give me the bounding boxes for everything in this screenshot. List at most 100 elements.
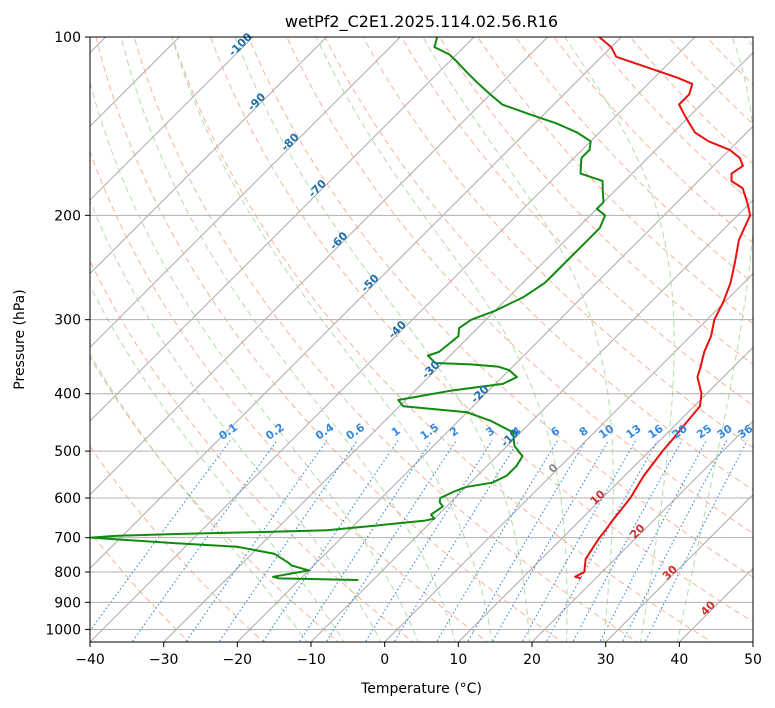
mixing-ratio-line (393, 440, 520, 642)
isotherm-line (310, 199, 753, 642)
plot-frame (89, 36, 754, 643)
x-tick-label: 20 (523, 652, 541, 668)
temperature-profile-line (574, 37, 752, 580)
dry-adiabat-line (90, 259, 414, 642)
isotherm-line (90, 37, 401, 348)
x-axis-title: Temperature (°C) (360, 681, 482, 697)
mixing-ratio-lines (90, 440, 748, 642)
isotherm-label: 30 (660, 562, 680, 582)
y-tick-label: 100 (54, 30, 81, 46)
x-tick-label: 50 (744, 652, 762, 668)
isotherm-line (90, 37, 696, 642)
isotherm-line (90, 37, 254, 201)
isotherm-label: -70 (306, 177, 329, 200)
mixing-ratio-label: 6 (549, 424, 563, 439)
isotherm-label: -90 (245, 90, 268, 113)
isotherm-line (90, 37, 549, 496)
isotherm-label: -40 (386, 318, 409, 341)
dewpoint-profile-line (90, 37, 607, 581)
x-tick-label: −40 (75, 652, 105, 668)
isotherm-line (90, 37, 180, 127)
isotherm-line (384, 273, 753, 642)
mixing-ratio-label: 1 (389, 424, 403, 439)
pressure-grid-lines (90, 37, 753, 630)
isotherm-label: -30 (419, 358, 442, 381)
isotherm-line (90, 37, 475, 422)
moist-adiabat-line (234, 37, 530, 642)
x-tick-label: 10 (449, 652, 467, 668)
y-axis: 100 200 300 400 500 600 700 800 900 1000 (45, 30, 90, 638)
mixing-ratio-label: 3 (483, 424, 497, 439)
y-tick-label: 900 (54, 595, 81, 611)
mixing-ratio-line (466, 440, 587, 642)
dry-adiabat-line (705, 37, 753, 86)
mixing-ratio-label: 25 (694, 422, 714, 441)
y-tick-label: 700 (54, 531, 81, 547)
moist-adiabat-line (564, 37, 675, 642)
isotherm-label: 40 (698, 598, 718, 618)
mixing-ratio-line (491, 440, 609, 642)
dry-adiabat-line (770, 24, 775, 645)
isotherm-label: 20 (628, 521, 648, 541)
x-tick-label: −10 (296, 652, 326, 668)
isotherm-lines (0, 10, 753, 676)
mixing-ratio-line (364, 440, 493, 642)
isotherm-line (605, 494, 753, 642)
isotherm-line (163, 52, 753, 642)
mixing-ratio-line (325, 440, 457, 642)
dry-adiabat-line (667, 37, 753, 125)
isotherm-line (236, 125, 753, 642)
y-axis-title: Pressure (hPa) (12, 289, 28, 389)
isotherm-label: 10 (588, 487, 608, 507)
mixing-ratio-line (185, 440, 328, 642)
dry-adiabat-line (515, 37, 753, 284)
y-tick-label: 500 (54, 444, 81, 460)
isotherm-line (457, 346, 753, 642)
dry-adiabat-line (476, 37, 753, 325)
x-axis: −40 −30 −20 −10 0 10 20 30 40 50 (75, 642, 762, 668)
isotherm-line (752, 641, 753, 642)
moist-adiabat-line (422, 37, 614, 642)
y-tick-label: 300 (54, 313, 81, 329)
mixing-ratio-line (644, 440, 748, 642)
mixing-ratio-line (435, 440, 558, 642)
dry-adiabat-line (90, 531, 190, 642)
x-tick-label: 0 (380, 652, 389, 668)
y-tick-label: 400 (54, 387, 81, 403)
mixing-ratio-line (131, 440, 278, 642)
isotherm-line (90, 37, 328, 275)
dry-adiabat-line (133, 37, 638, 642)
dry-adiabat-line (90, 356, 339, 642)
dry-adiabat-line (400, 37, 753, 407)
moist-adiabat-lines (90, 37, 753, 642)
mixing-ratio-label: 10 (596, 422, 616, 442)
mixing-ratio-label: 0.1 (217, 421, 240, 443)
dry-adiabat-line (438, 37, 753, 366)
x-tick-label: −30 (149, 652, 179, 668)
moist-adiabat-line (90, 80, 419, 642)
y-tick-label: 600 (54, 491, 81, 507)
isotherm-label: -60 (327, 229, 350, 252)
mixing-ratio-label: 0.6 (344, 421, 368, 443)
mixing-ratio-label: 0.2 (263, 421, 286, 443)
plot-area (0, 10, 775, 676)
dry-adiabat-line (90, 445, 265, 642)
mixing-ratio-line (262, 440, 399, 642)
moist-adiabat-line (315, 37, 568, 642)
moist-adiabat-line (90, 199, 382, 642)
y-tick-label: 800 (54, 565, 81, 581)
mixing-ratio-line (298, 440, 432, 642)
isotherm-line (0, 10, 59, 676)
isotherm-label: -100 (226, 30, 255, 59)
x-tick-label: 30 (597, 652, 615, 668)
mixing-ratio-label: 30 (715, 422, 735, 442)
mixing-ratio-label: 1.5 (418, 421, 441, 443)
dry-adiabat-line (744, 37, 753, 47)
mixing-ratio-line (545, 440, 659, 642)
sounding-series (90, 37, 752, 581)
isotherm-line (531, 420, 753, 642)
mixing-ratio-line (621, 440, 728, 642)
isotherm-line (90, 37, 622, 569)
isotherm-label: -50 (358, 271, 381, 294)
